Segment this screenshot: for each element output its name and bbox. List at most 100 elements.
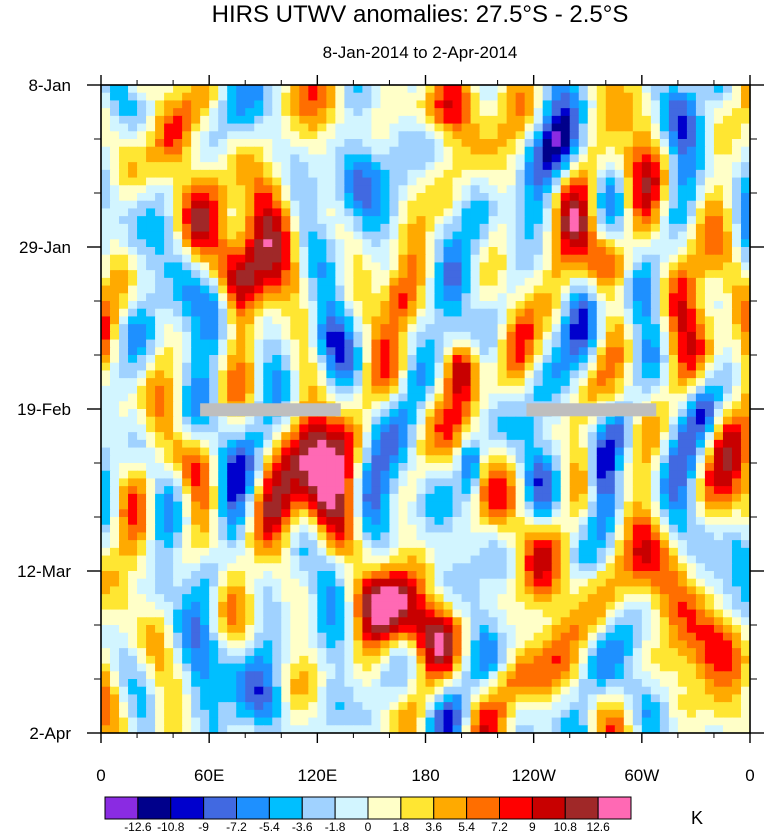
field-cell (263, 617, 273, 626)
field-cell (272, 355, 282, 364)
field-cell (308, 92, 318, 102)
field-cell (335, 509, 345, 518)
field-cell (308, 439, 318, 449)
field-cell (443, 409, 454, 418)
field-cell (200, 385, 210, 395)
field-cell (200, 270, 210, 279)
field-cell (515, 470, 526, 480)
field-cell (704, 524, 715, 534)
field-cell (200, 594, 210, 603)
field-cell (560, 277, 571, 287)
field-cell (254, 439, 264, 449)
field-cell (443, 139, 454, 148)
field-cell (632, 208, 643, 217)
field-cell (488, 200, 499, 210)
field-cell (470, 501, 481, 510)
field-cell (209, 393, 219, 402)
field-cell (380, 115, 391, 125)
field-cell (272, 100, 282, 109)
field-cell (452, 609, 463, 618)
field-cell (281, 362, 291, 372)
field-cell (236, 547, 246, 557)
field-cell (596, 509, 607, 518)
field-cell (569, 177, 580, 186)
field-cell (425, 162, 436, 171)
field-cell (578, 370, 589, 379)
field-cell (200, 169, 210, 179)
field-cell (677, 193, 688, 202)
field-cell (515, 293, 526, 302)
field-cell (452, 270, 463, 279)
field-cell (596, 501, 607, 510)
field-cell (362, 609, 373, 618)
field-cell (191, 131, 201, 140)
field-cell (263, 308, 273, 318)
field-cell (218, 177, 228, 186)
field-cell (632, 339, 643, 348)
field-cell (641, 293, 652, 302)
field-cell (119, 586, 129, 595)
field-cell (587, 463, 598, 472)
field-cell (713, 177, 724, 186)
field-cell (182, 231, 192, 240)
field-cell (290, 92, 300, 102)
field-cell (344, 486, 354, 495)
field-cell (425, 239, 436, 248)
field-cell (128, 594, 138, 603)
field-cell (668, 586, 679, 595)
field-cell (524, 162, 535, 171)
field-cell (425, 393, 436, 402)
field-cell (389, 247, 400, 256)
field-cell (452, 293, 463, 302)
field-cell (434, 239, 445, 248)
field-cell (308, 139, 318, 148)
field-cell (281, 169, 291, 179)
field-cell (398, 262, 409, 271)
field-cell (497, 331, 508, 341)
field-cell (704, 347, 715, 356)
field-cell (389, 578, 400, 588)
field-cell (200, 586, 210, 595)
field-cell (677, 571, 688, 580)
field-cell (740, 424, 751, 433)
field-cell (119, 208, 129, 217)
field-cell (191, 571, 201, 580)
field-cell (569, 594, 580, 603)
field-cell (605, 223, 616, 233)
field-cell (173, 85, 183, 94)
field-cell (182, 547, 192, 557)
field-cell (191, 301, 201, 310)
field-cell (434, 555, 445, 564)
field-cell (632, 231, 643, 240)
field-cell (659, 293, 670, 302)
field-cell (488, 239, 499, 248)
field-cell (128, 517, 138, 526)
field-cell (650, 177, 661, 186)
field-cell (209, 432, 219, 441)
field-cell (731, 439, 742, 449)
field-cell (686, 239, 697, 248)
field-cell (317, 316, 327, 325)
field-cell (236, 146, 246, 156)
field-cell (281, 331, 291, 341)
field-cell (146, 409, 156, 418)
field-cell (281, 92, 291, 102)
field-cell (407, 493, 418, 503)
field-cell (668, 262, 679, 271)
field-cell (596, 416, 607, 426)
field-cell (182, 277, 192, 287)
field-cell (425, 586, 436, 595)
field-cell (632, 285, 643, 294)
field-cell (488, 517, 499, 526)
field-cell (452, 285, 463, 294)
field-cell (173, 146, 183, 156)
field-cell (308, 578, 318, 588)
field-cell (542, 578, 553, 588)
field-cell (623, 370, 634, 379)
field-cell (677, 85, 688, 94)
field-cell (353, 416, 363, 426)
field-cell (362, 216, 373, 225)
field-cell (569, 447, 580, 456)
field-cell (524, 501, 535, 510)
field-cell (641, 100, 652, 109)
